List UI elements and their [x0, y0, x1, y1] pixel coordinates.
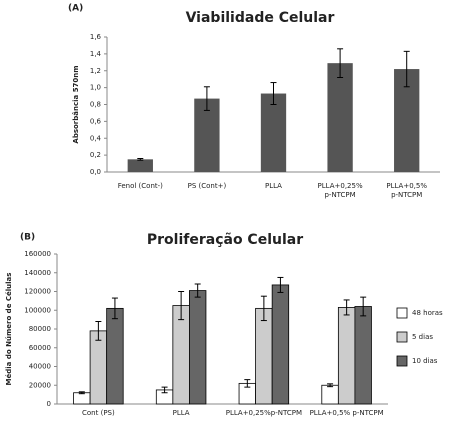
x-tick-label: PLLA+0,5% p-NTCPM — [310, 409, 384, 417]
chart-title: Proliferação Celular — [147, 232, 303, 248]
bar — [327, 63, 353, 172]
x-tick-label: PLLA — [173, 409, 190, 417]
bar — [188, 290, 207, 405]
bar — [172, 305, 190, 405]
bar — [89, 330, 108, 405]
bar — [271, 284, 290, 405]
y-axis-label: Média do Número de Células — [5, 273, 13, 386]
y-tick-label: 40000 — [29, 363, 51, 371]
y-tick-label: 20000 — [29, 381, 51, 389]
legend-label: 5 dias — [412, 333, 433, 341]
bar — [337, 307, 356, 405]
panel-label: (B) — [20, 233, 35, 243]
legend-label: 48 horas — [412, 309, 443, 317]
y-tick-label: 0,4 — [90, 134, 102, 142]
y-tick-label: 60000 — [29, 344, 51, 352]
bar — [106, 307, 124, 405]
bar — [354, 306, 372, 405]
legend-swatch — [396, 331, 408, 343]
y-tick-label: 1,4 — [90, 50, 102, 58]
y-tick-label: 120000 — [24, 288, 51, 296]
bar — [73, 392, 91, 405]
bar — [255, 307, 273, 405]
bar — [260, 93, 287, 172]
y-tick-label: 140000 — [24, 269, 51, 277]
bar — [321, 384, 339, 405]
x-tick-label: PLLA+0,25%p-NTCPM — [226, 409, 302, 417]
y-tick-label: 0,6 — [90, 117, 102, 125]
x-tick-label: PLLA — [265, 182, 282, 190]
bar — [127, 159, 153, 172]
y-tick-label: 1,2 — [90, 67, 101, 75]
x-tick-label: PLLA+0,5% p-NTCPM — [386, 182, 427, 199]
x-tick-label: PLLA+0,25%p-NTCPM — [318, 182, 363, 199]
y-tick-label: 160000 — [24, 250, 51, 258]
y-tick-label: 1,0 — [90, 84, 101, 92]
y-tick-label: 0,8 — [90, 101, 101, 109]
legend-swatch — [396, 355, 408, 367]
y-tick-label: 0,0 — [90, 168, 101, 176]
panel-label: (A) — [68, 4, 83, 14]
x-tick-label: Fenol (Cont-) — [118, 182, 163, 190]
y-tick-label: 0 — [47, 400, 51, 408]
chart-title: Viabilidade Celular — [186, 10, 335, 26]
y-axis-label: Absorbância 570nm — [72, 65, 80, 143]
legend-label: 10 dias — [412, 357, 438, 365]
x-tick-label: Cont (PS) — [82, 409, 115, 417]
legend-swatch — [396, 307, 408, 319]
y-tick-label: 0,2 — [90, 151, 101, 159]
x-tick-label: PS (Cont+) — [188, 182, 227, 190]
y-tick-label: 80000 — [29, 325, 51, 333]
y-tick-label: 100000 — [24, 306, 51, 314]
y-tick-label: 1,6 — [90, 33, 102, 41]
